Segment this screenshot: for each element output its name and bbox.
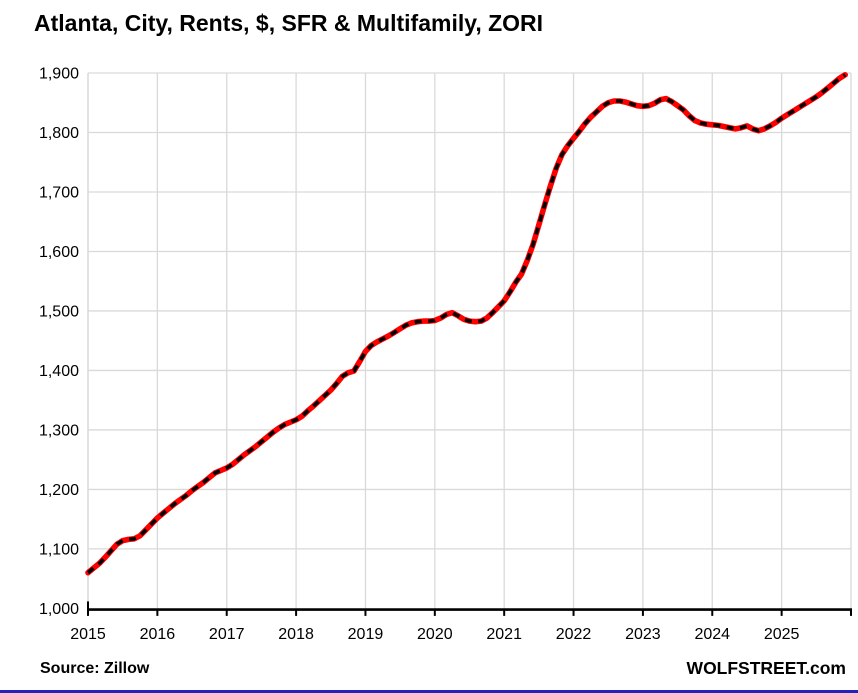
- y-tick-label: 1,600: [39, 244, 79, 261]
- rent-line-red: [85, 72, 848, 576]
- x-tick-label: 2017: [209, 626, 245, 643]
- x-tick-label: 2025: [764, 626, 800, 643]
- rent-line-black-dashes: [86, 73, 847, 575]
- y-tick-label: 1,000: [39, 601, 79, 618]
- y-tick-label: 1,900: [39, 66, 79, 83]
- y-tick-label: 1,300: [39, 422, 79, 439]
- bottom-rule: [0, 690, 858, 693]
- source-note: Source: Zillow: [40, 660, 150, 677]
- x-tick-label: 2024: [694, 626, 730, 643]
- y-tick-label: 1,400: [39, 363, 79, 380]
- y-tick-label: 1,700: [39, 184, 79, 201]
- x-tick-label: 2016: [140, 626, 176, 643]
- y-tick-label: 1,500: [39, 303, 79, 320]
- wolfstreet-watermark: WOLFSTREET.com: [686, 658, 846, 678]
- x-tick-label: 2022: [556, 626, 592, 643]
- x-tick-label: 2019: [348, 626, 384, 643]
- x-tick-label: 2015: [70, 626, 106, 643]
- x-tick-label: 2023: [625, 626, 661, 643]
- x-tick-label: 2018: [278, 626, 314, 643]
- chart-title: Atlanta, City, Rents, $, SFR & Multifami…: [34, 10, 544, 36]
- y-tick-label: 1,800: [39, 125, 79, 142]
- x-tick-label: 2021: [486, 626, 522, 643]
- x-tick-label: 2020: [417, 626, 453, 643]
- y-tick-label: 1,200: [39, 482, 79, 499]
- y-tick-label: 1,100: [39, 541, 79, 558]
